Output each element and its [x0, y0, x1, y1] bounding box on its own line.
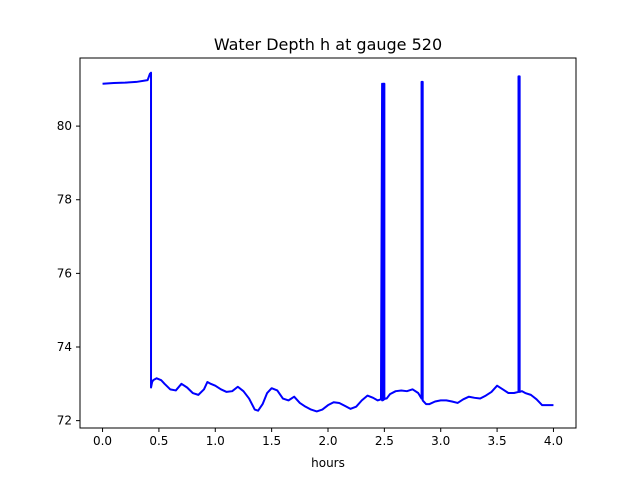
x-tick-label: 3.0: [431, 434, 450, 448]
plot-frame: [79, 57, 577, 429]
x-tick-label: 1.0: [206, 434, 225, 448]
plot-content: [102, 71, 554, 413]
x-tick-label: 1.5: [262, 434, 281, 448]
x-tick-label: 3.5: [488, 434, 507, 448]
chart-title: Water Depth h at gauge 520: [214, 35, 442, 54]
x-tick-label: 2.5: [375, 434, 394, 448]
y-tick-label: 80: [57, 119, 72, 133]
series-line-0: [102, 71, 554, 413]
y-tick-label: 78: [57, 193, 72, 207]
y-axis: 72 74 76 78 80: [57, 119, 80, 428]
y-tick-label: 72: [57, 414, 72, 428]
y-tick-label: 76: [57, 266, 72, 280]
x-tick-label: 0.5: [149, 434, 168, 448]
x-axis-label: hours: [311, 456, 345, 470]
x-tick-label: 4.0: [544, 434, 563, 448]
x-tick-label: 2.0: [318, 434, 337, 448]
x-tick-label: 0.0: [93, 434, 112, 448]
y-tick-label: 74: [57, 340, 72, 354]
x-axis: 0.0 0.5 1.0 1.5 2.0 2.5 3.0 3.5 4.0: [93, 428, 563, 448]
